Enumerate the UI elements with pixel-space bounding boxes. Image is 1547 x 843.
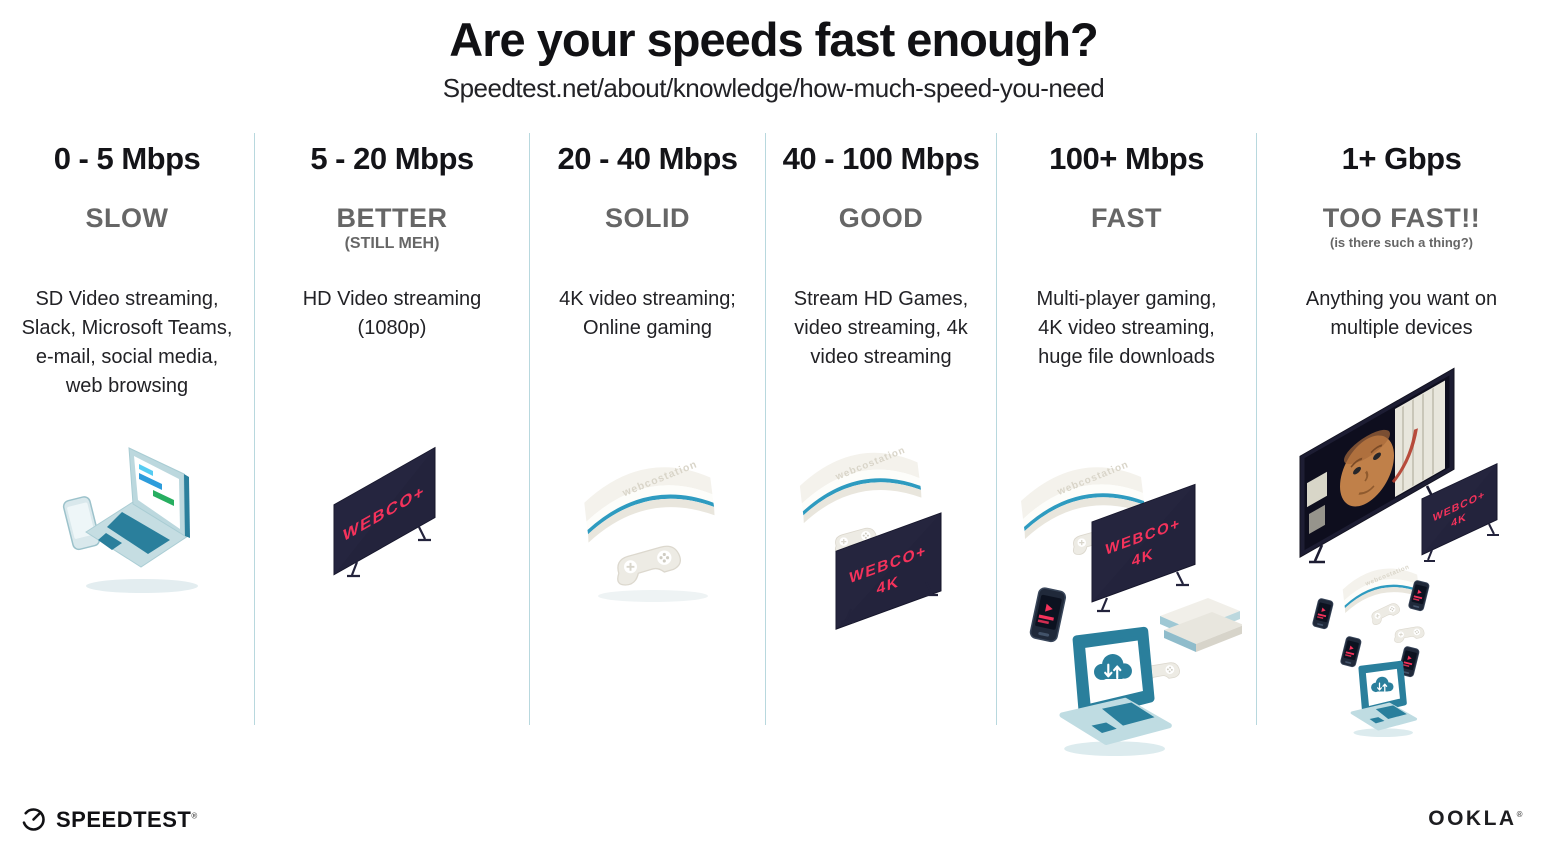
ookla-reg-mark: ®: [1516, 810, 1525, 819]
speed-range: 1+ Gbps: [1341, 141, 1462, 176]
shadow: [86, 579, 198, 593]
good-tier-illustration: WEBCO+ 4K: [799, 444, 942, 630]
better-tier-illustration: WEBCO+: [333, 446, 436, 578]
column-0-5-mbps: 0 - 5 Mbps SLOW SD Video streaming, Slac…: [0, 133, 255, 725]
speedtest-wordmark: SPEEDTEST®: [56, 806, 198, 832]
tv-stand: [1423, 523, 1499, 562]
speedtest-logo: SPEEDTEST®: [20, 806, 198, 833]
ookla-wordmark: OOKLA®: [1428, 807, 1525, 830]
speed-range: 20 - 40 Mbps: [557, 141, 738, 176]
keyboard: [107, 512, 170, 554]
rating-label: FAST: [1090, 203, 1162, 233]
rating-note: (is there such a thing?): [1329, 235, 1473, 250]
column-40-100-mbps: 40 - 100 Mbps GOOD Stream HD Games, vide…: [766, 133, 997, 725]
tv-webco-illustration: WEBCO+: [333, 446, 436, 578]
column-20-40-mbps: 20 - 40 Mbps SOLID 4K video streaming; O…: [530, 133, 766, 725]
column-5-20-mbps: 5 - 20 Mbps BETTER (STILL MEH) HD Video …: [255, 133, 530, 725]
use-case-description: 4K video streaming; Online gaming: [559, 288, 736, 339]
rating-label: SOLID: [604, 203, 690, 233]
use-case-description: Anything you want on multiple devices: [1305, 288, 1498, 339]
too-fast-tier-illustration: WEBCO+ 4K: [1299, 367, 1499, 756]
speed-range: 0 - 5 Mbps: [53, 141, 201, 176]
tv-stand: [1308, 485, 1442, 564]
touchpad: [98, 533, 122, 550]
column-1-plus-gbps: 1+ Gbps TOO FAST!! (is there such a thin…: [1257, 133, 1546, 725]
speedtest-gauge-icon: [22, 808, 45, 831]
use-case-description: SD Video streaming, Slack, Microsoft Tea…: [21, 288, 233, 397]
tv-webco-4k-small-illustration: WEBCO+ 4K: [1421, 463, 1499, 562]
slow-tier-illustration: [62, 447, 198, 593]
shadow: [597, 590, 708, 602]
laptop-chat-illustration: [85, 447, 190, 568]
header: Are your speeds fast enough? Speedtest.n…: [0, 0, 1547, 133]
speedtest-reg-mark: ®: [191, 811, 198, 821]
rating-label: TOO FAST!!: [1322, 203, 1481, 233]
use-case-description: Multi-player gaming, 4K video streaming,…: [1036, 288, 1217, 368]
slim-console-illustration: [1159, 598, 1242, 652]
speed-columns: 0 - 5 Mbps SLOW SD Video streaming, Slac…: [0, 133, 1547, 725]
speed-range: 5 - 20 Mbps: [310, 141, 474, 176]
ookla-logo: OOKLA®: [1428, 807, 1525, 831]
rating-label: BETTER: [336, 203, 448, 233]
tv-4k-text: 4K: [1131, 546, 1153, 571]
tv-stand: [347, 526, 431, 578]
tv-stand: [841, 581, 938, 624]
column-100-plus-mbps: 100+ Mbps FAST Multi-player gaming, 4K v…: [997, 133, 1257, 725]
use-case-description: HD Video streaming (1080p): [302, 288, 482, 339]
speed-range: 40 - 100 Mbps: [782, 141, 980, 176]
use-case-description: Stream HD Games, video streaming, 4k vid…: [793, 288, 969, 368]
rating-note: (STILL MEH): [344, 235, 440, 252]
tv-webco-4k-illustration: WEBCO+ 4K: [835, 512, 942, 630]
speed-range: 100+ Mbps: [1049, 141, 1204, 176]
chat-bubble-blue: [139, 473, 162, 490]
phone-light-illustration: [62, 496, 101, 551]
rating-label: GOOD: [838, 203, 924, 233]
helmet-tube: [1391, 428, 1418, 484]
tv-astronaut-illustration: [1299, 367, 1454, 564]
rating-label: SLOW: [85, 203, 169, 233]
chat-bubble-lightblue: [139, 464, 153, 476]
chat-bubble-green: [153, 490, 174, 506]
tv-stand: [1096, 571, 1189, 613]
fast-tier-illustration: WEBCO+ 4K: [1020, 459, 1242, 761]
page-subtitle-url: Speedtest.net/about/knowledge/how-much-s…: [442, 73, 1105, 103]
page-title: Are your speeds fast enough?: [449, 13, 1098, 66]
tv-webco-4k-illustration: WEBCO+ 4K: [1091, 483, 1195, 613]
solid-tier-illustration: [583, 458, 714, 602]
